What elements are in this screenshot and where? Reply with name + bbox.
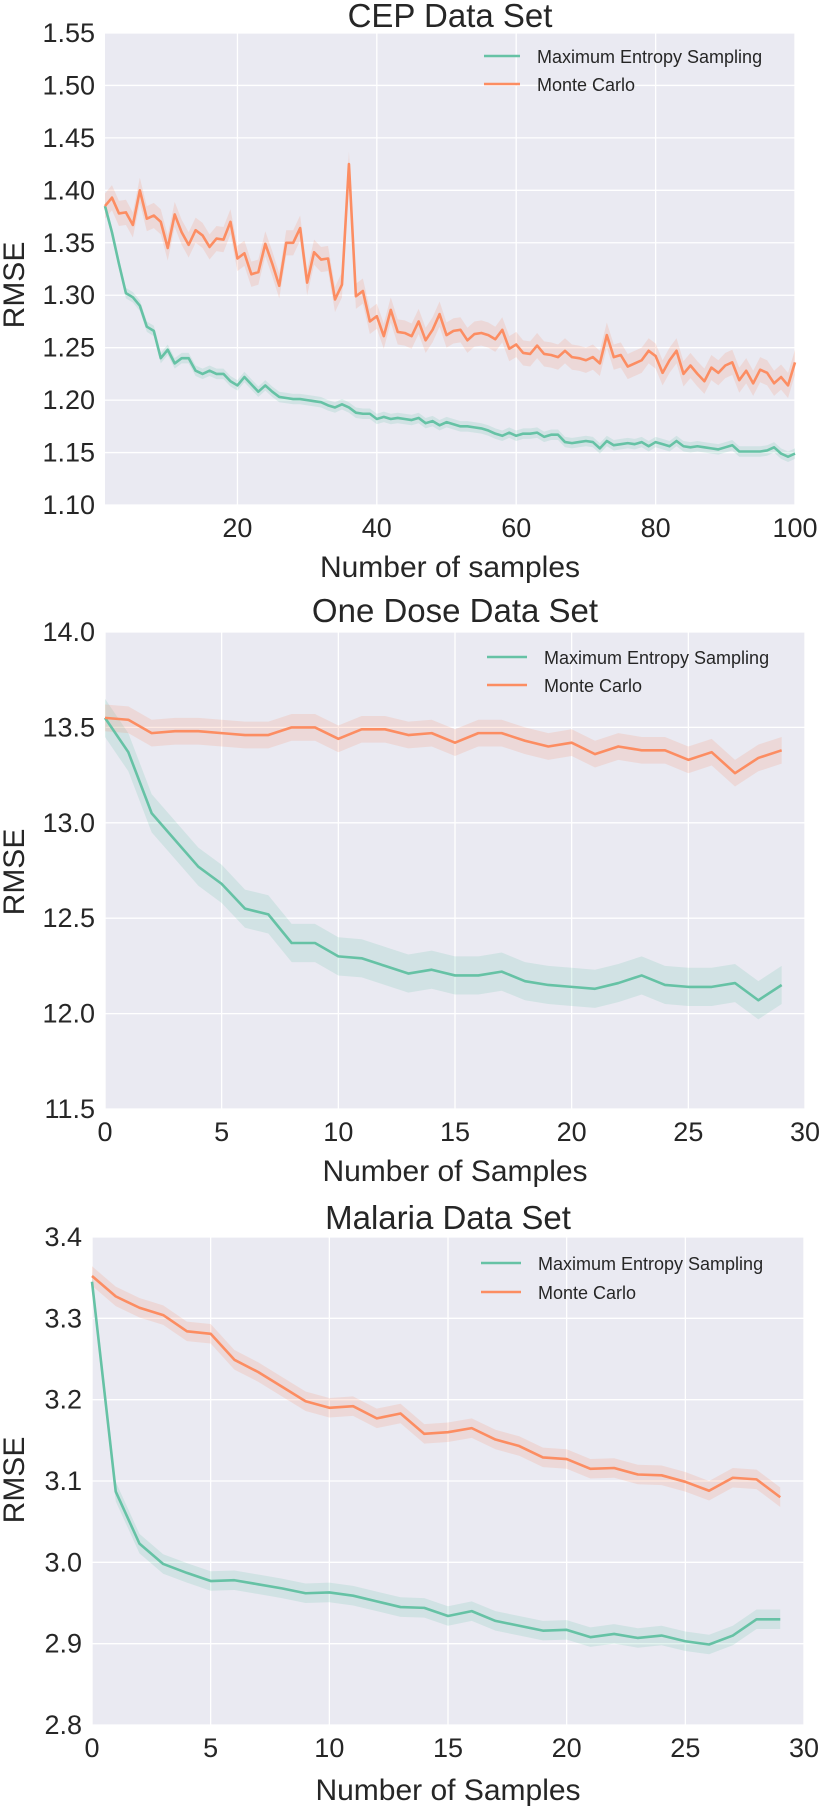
y-tick-label: 14.0 — [42, 617, 95, 647]
y-tick-label: 1.30 — [42, 280, 95, 310]
x-tick-label: 25 — [673, 1117, 703, 1147]
x-tick-label: 5 — [214, 1117, 229, 1147]
x-tick-label: 10 — [314, 1733, 344, 1763]
y-tick-label: 2.8 — [44, 1710, 82, 1740]
confidence-band-mes — [105, 698, 782, 1020]
confidence-band-mc — [105, 151, 795, 399]
x-tick-label: 15 — [440, 1117, 470, 1147]
x-tick-labels: 20 40 60 80 100 — [222, 513, 817, 543]
y-tick-labels: 11.5 12.0 12.5 13.0 13.5 14.0 — [42, 617, 95, 1124]
confidence-bands — [92, 1266, 781, 1655]
series-lines — [90, 1275, 782, 1646]
x-axis-label: Number of Samples — [315, 1774, 580, 1807]
series-line-mes — [103, 717, 783, 1002]
chart-cep: 1.10 1.15 1.20 1.25 1.30 1.35 1.40 1.45 1.50 1.55… — [0, 0, 818, 584]
y-tick-label: 1.25 — [42, 333, 95, 363]
y-tick-label: 1.55 — [42, 18, 95, 48]
confidence-band-mc — [92, 1266, 781, 1508]
y-tick-label: 12.5 — [42, 903, 95, 933]
y-tick-label: 13.0 — [42, 808, 95, 838]
y-tick-label: 1.20 — [42, 385, 95, 415]
grid-lines — [104, 631, 806, 1110]
x-tick-label: 40 — [362, 513, 392, 543]
x-axis-label: Number of samples — [320, 551, 580, 584]
legend: Maximum Entropy Sampling Monte Carlo — [487, 648, 769, 696]
y-tick-label: 2.9 — [44, 1629, 82, 1659]
y-tick-label: 1.10 — [42, 490, 95, 520]
legend-label-mes: Maximum Entropy Sampling — [544, 648, 769, 668]
y-tick-label: 3.0 — [44, 1547, 82, 1577]
y-tick-labels: 1.10 1.15 1.20 1.25 1.30 1.35 1.40 1.45 1.50 1.55 — [42, 18, 95, 520]
series-lines — [103, 162, 797, 459]
chart-title: CEP Data Set — [348, 0, 553, 34]
y-tick-label: 12.0 — [42, 999, 95, 1029]
legend: Maximum Entropy Sampling Monte Carlo — [481, 1254, 763, 1303]
x-tick-label: 80 — [641, 513, 671, 543]
y-tick-label: 3.1 — [44, 1466, 82, 1496]
y-tick-labels: 2.8 2.9 3.0 3.1 3.2 3.3 3.4 — [44, 1222, 82, 1740]
x-tick-label: 20 — [557, 1117, 587, 1147]
legend-label-mc: Monte Carlo — [537, 75, 635, 95]
x-tick-labels: 0 5 10 15 20 25 30 — [97, 1117, 820, 1147]
plot-background — [105, 33, 795, 505]
chart-malaria: 2.8 2.9 3.0 3.1 3.2 3.3 3.4 0 5 10 15 20 25 30 Malar… — [0, 1199, 819, 1807]
y-tick-label: 1.35 — [42, 228, 95, 258]
x-tick-labels: 0 5 10 15 20 25 30 — [84, 1733, 819, 1763]
x-tick-label: 25 — [670, 1733, 700, 1763]
y-tick-label: 3.3 — [44, 1303, 82, 1333]
legend-label-mes: Maximum Entropy Sampling — [538, 1254, 763, 1274]
y-tick-label: 1.15 — [42, 438, 95, 468]
x-tick-label: 5 — [203, 1733, 218, 1763]
x-tick-label: 30 — [790, 1117, 820, 1147]
y-tick-label: 11.5 — [44, 1094, 95, 1124]
grid-lines — [91, 1236, 805, 1726]
y-tick-label: 1.40 — [42, 175, 95, 205]
y-axis-label: RMSE — [0, 1437, 31, 1524]
x-tick-label: 15 — [433, 1733, 463, 1763]
y-tick-label: 13.5 — [42, 712, 95, 742]
x-tick-label: 100 — [772, 513, 817, 543]
x-tick-label: 60 — [501, 513, 531, 543]
x-tick-label: 0 — [97, 1117, 112, 1147]
confidence-band-mc — [105, 704, 782, 787]
y-axis-label: RMSE — [0, 829, 31, 916]
series-lines — [103, 716, 783, 1002]
x-tick-label: 10 — [323, 1117, 353, 1147]
grid-lines — [105, 32, 796, 506]
y-tick-label: 1.45 — [42, 123, 95, 153]
x-tick-label: 20 — [222, 513, 252, 543]
series-line-mc — [104, 162, 797, 387]
x-tick-label: 20 — [552, 1733, 582, 1763]
legend: Maximum Entropy Sampling Monte Carlo — [484, 47, 762, 95]
confidence-bands — [105, 698, 782, 1020]
y-tick-label: 1.50 — [42, 70, 95, 100]
legend-label-mc: Monte Carlo — [544, 676, 642, 696]
y-tick-label: 3.2 — [44, 1385, 82, 1415]
legend-label-mc: Monte Carlo — [538, 1283, 636, 1303]
chart-title: Malaria Data Set — [325, 1199, 571, 1236]
series-line-mc — [91, 1275, 782, 1499]
x-axis-label: Number of Samples — [322, 1155, 587, 1188]
series-line-mes — [90, 1281, 781, 1646]
series-line-mc — [104, 716, 783, 775]
y-axis-label: RMSE — [0, 242, 31, 329]
chart-one-dose: 11.5 12.0 12.5 13.0 13.5 14.0 0 5 10 15 20 25 30 On… — [0, 592, 820, 1188]
x-tick-label: 0 — [84, 1733, 99, 1763]
series-line-mes — [103, 205, 796, 459]
x-tick-label: 30 — [789, 1733, 819, 1763]
y-tick-label: 3.4 — [44, 1222, 82, 1252]
chart-title: One Dose Data Set — [312, 592, 598, 629]
legend-label-mes: Maximum Entropy Sampling — [537, 47, 762, 67]
